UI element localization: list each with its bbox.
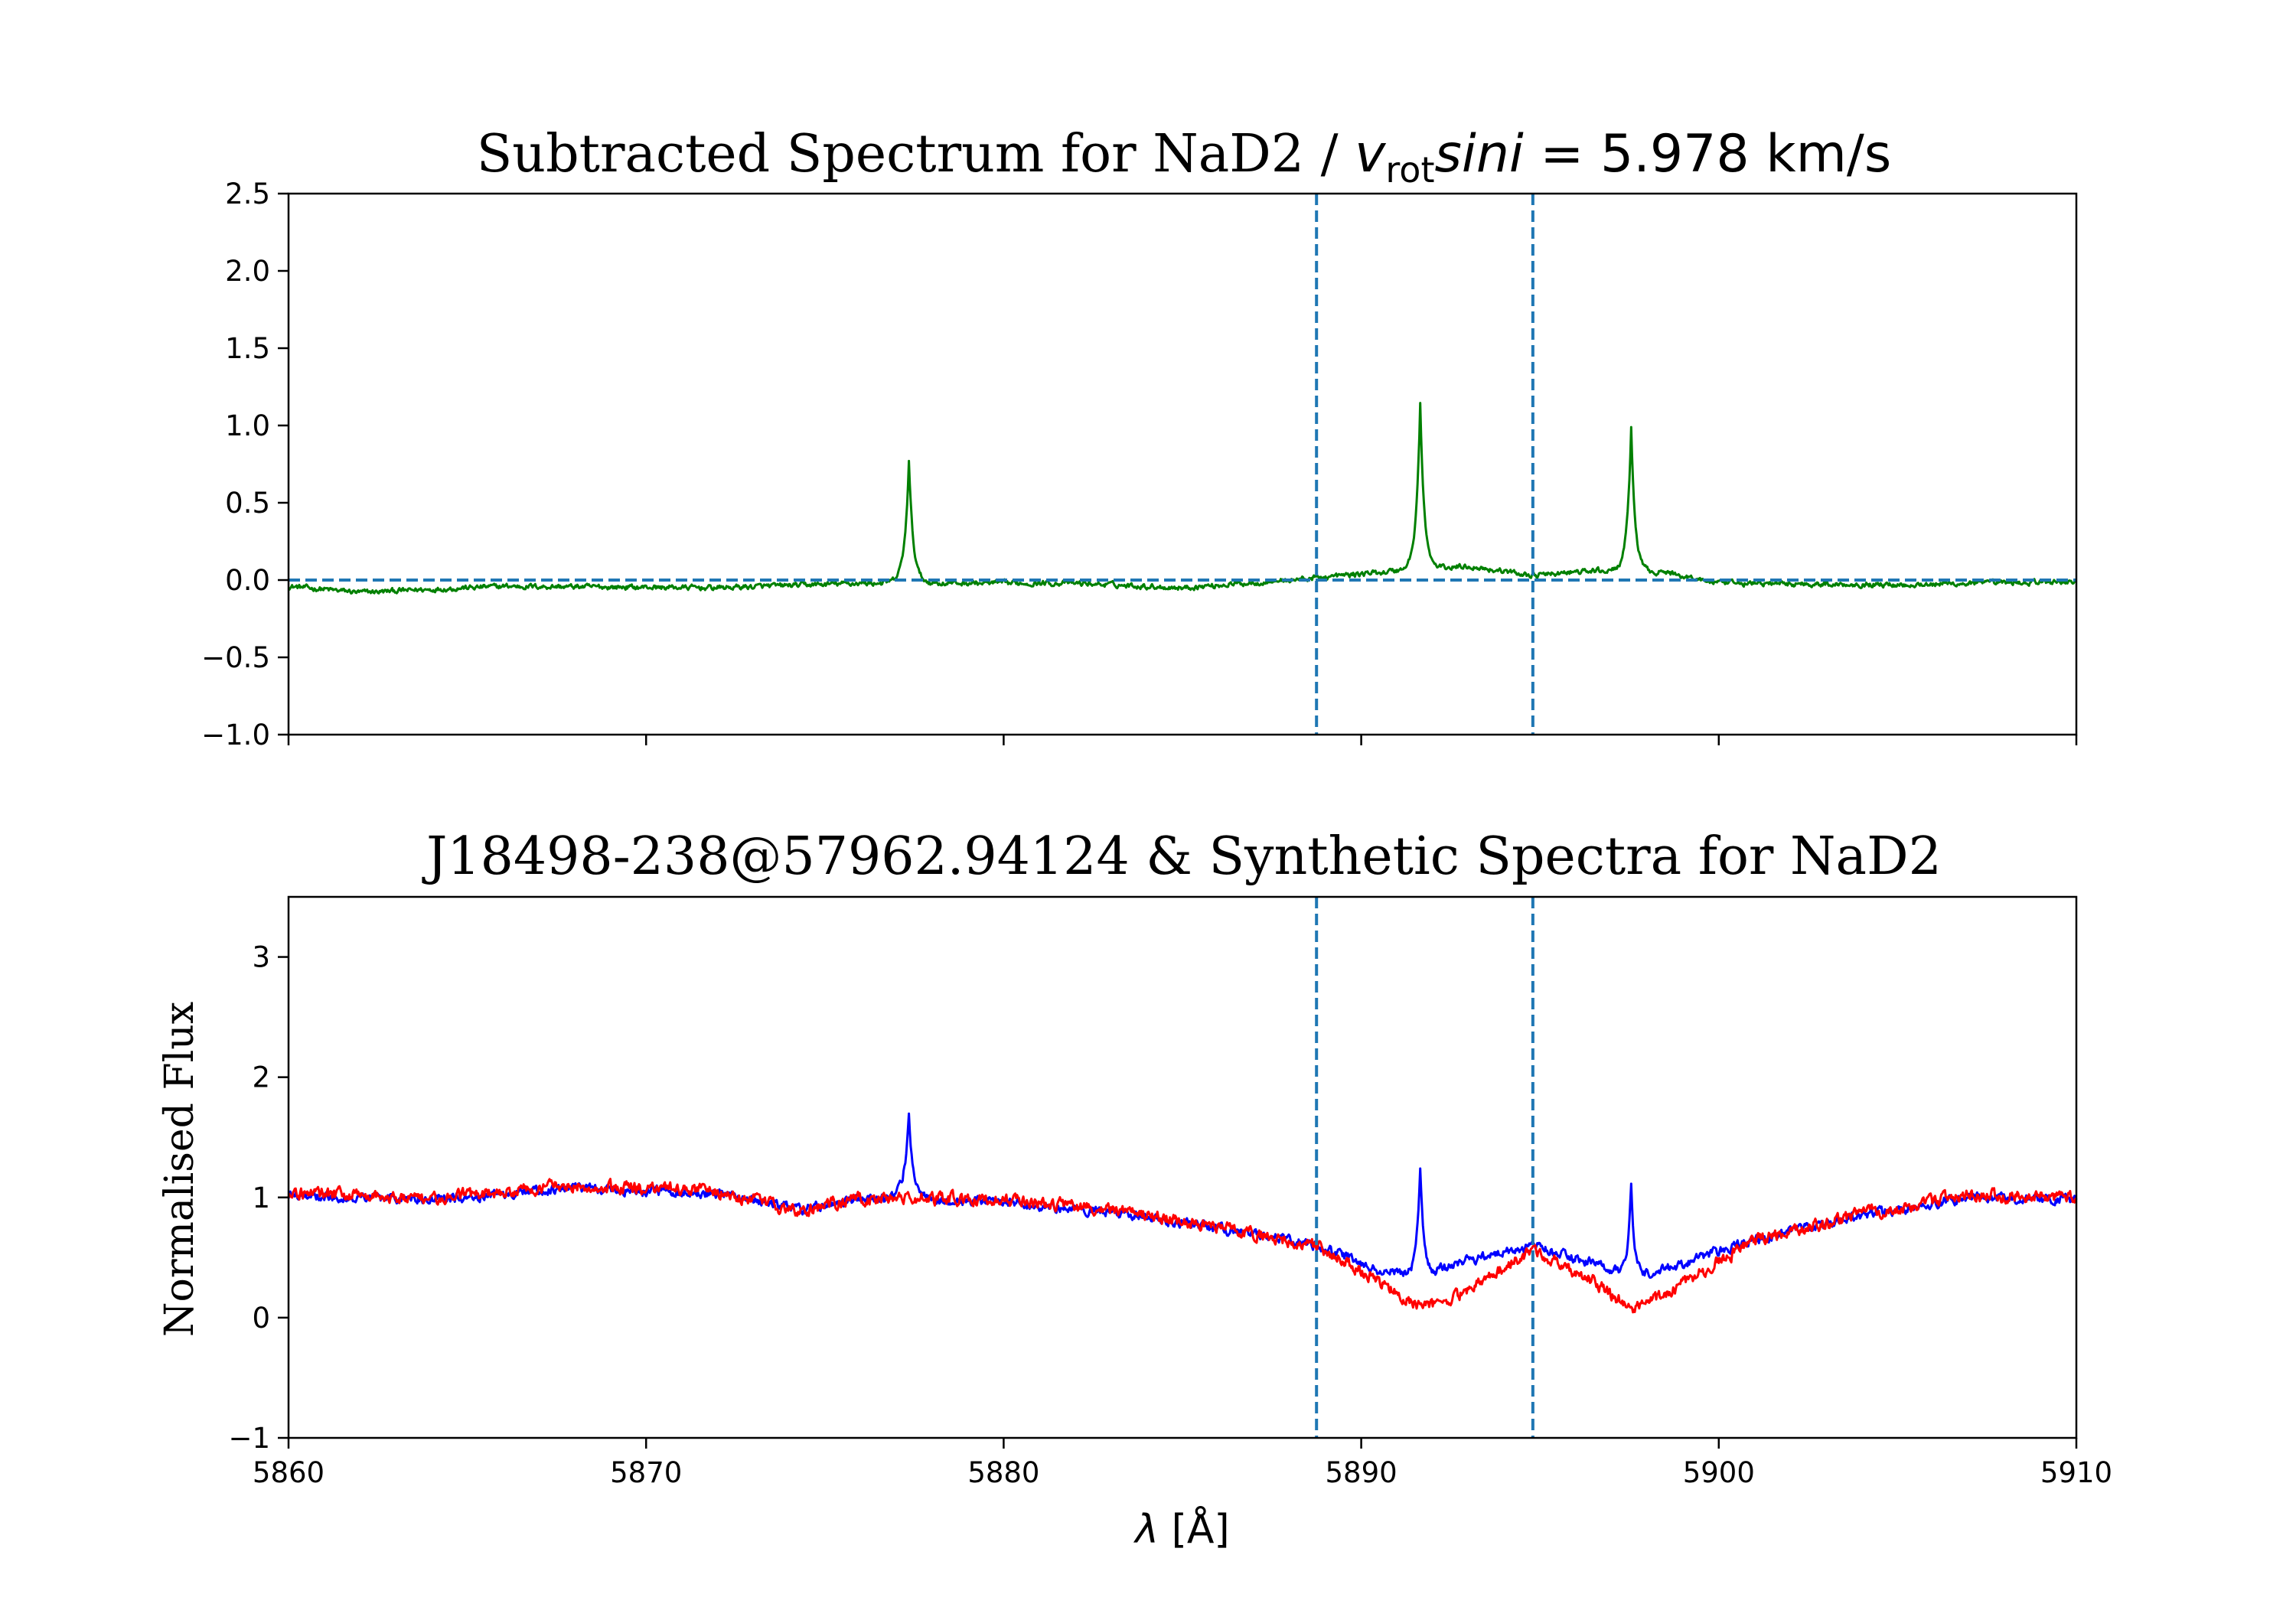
bottom-ytick-label: 2 bbox=[252, 1061, 270, 1094]
bottom-xtick-label: 5900 bbox=[1683, 1456, 1755, 1489]
bottom-xtick-label: 5870 bbox=[610, 1456, 682, 1489]
bottom-title: J18498-238@57962.94124 & Synthetic Spect… bbox=[422, 826, 1942, 887]
top-ytick-label: 0.5 bbox=[225, 487, 270, 520]
top-ytick-label: 2.0 bbox=[225, 255, 270, 288]
bottom-xtick-label: 5880 bbox=[967, 1456, 1039, 1489]
top-axes-frame bbox=[287, 192, 2078, 736]
bottom-series-synthetic bbox=[287, 1178, 2077, 1314]
top-title: Subtracted Spectrum for NaD2 / vrotsini … bbox=[477, 124, 1892, 191]
bottom-ytick-label: 3 bbox=[252, 941, 270, 974]
bottom-panel: J18498-238@57962.94124 & Synthetic Spect… bbox=[157, 826, 2112, 1553]
x-axis-label: λ [Å] bbox=[1133, 1505, 1229, 1553]
top-panel: Subtracted Spectrum for NaD2 / vrotsini … bbox=[201, 124, 2078, 751]
bottom-ytick-label: −1 bbox=[228, 1422, 270, 1455]
top-ytick-label: 0.0 bbox=[225, 564, 270, 597]
top-ytick-label: −0.5 bbox=[201, 641, 270, 674]
top-plot-area: −1.0 −0.5 0.0 0.5 1.0 1.5 2.0 2.5 bbox=[201, 178, 2078, 751]
top-ytick-label: 1.0 bbox=[225, 409, 270, 442]
bottom-axes-frame bbox=[287, 895, 2078, 1439]
top-ytick-label: 1.5 bbox=[225, 332, 270, 365]
y-axis-label: Normalised Flux bbox=[157, 1002, 203, 1337]
top-ytick-label: −1.0 bbox=[201, 719, 270, 751]
bottom-xtick-label: 5890 bbox=[1326, 1456, 1397, 1489]
bottom-plot-area: 5860 5870 5880 5890 5900 5910 −1 0 1 2 3 bbox=[228, 897, 2112, 1489]
bottom-xtick-label: 5910 bbox=[2040, 1456, 2112, 1489]
bottom-ytick-label: 0 bbox=[252, 1302, 270, 1335]
bottom-xtick-label: 5860 bbox=[253, 1456, 325, 1489]
bottom-ytick-label: 1 bbox=[252, 1182, 270, 1214]
top-ytick-label: 2.5 bbox=[225, 178, 270, 210]
top-series-subtracted bbox=[287, 402, 2077, 595]
